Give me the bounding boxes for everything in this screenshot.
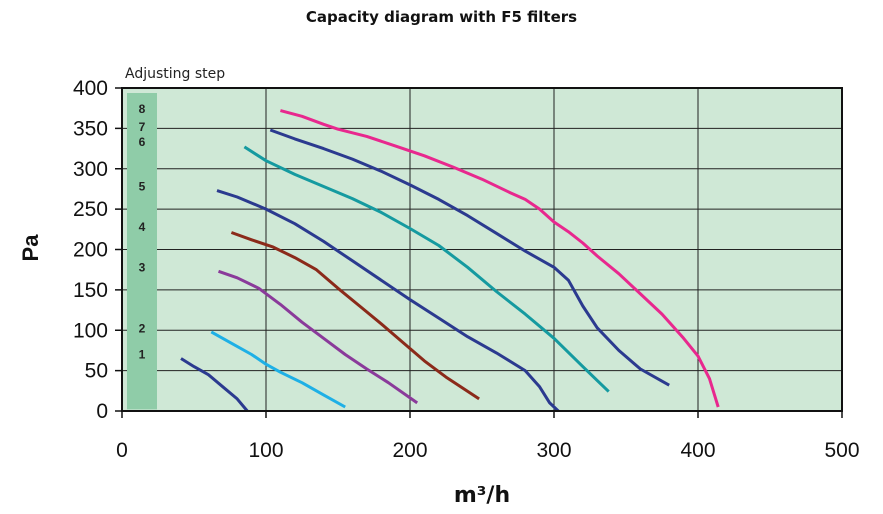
series-line-7 — [269, 128, 670, 387]
series-line-2 — [210, 330, 346, 409]
series-line-6 — [243, 145, 610, 393]
grid-lines — [122, 88, 842, 411]
adjusting-step-label: 1 — [139, 347, 146, 361]
adjusting-step-label: 8 — [139, 102, 146, 116]
y-tick-label: 100 — [73, 319, 108, 342]
x-tick-label: 200 — [392, 439, 427, 462]
adjusting-step-label: 3 — [139, 260, 146, 274]
axes: 0 50 100 150 200 250 300 350 400 0 100 200 300 400 500 — [73, 77, 860, 462]
x-axis-title: m³/h — [454, 483, 510, 508]
series-line-5 — [216, 189, 560, 413]
x-tick-label: 100 — [248, 439, 283, 462]
series-line-1 — [180, 357, 249, 412]
y-tick-label: 300 — [73, 158, 108, 181]
adjusting-step-label: 5 — [139, 180, 146, 194]
x-tick-label: 300 — [536, 439, 571, 462]
y-tick-label: 250 — [73, 198, 108, 221]
y-tick-label: 400 — [73, 77, 108, 100]
adjusting-step-label: 2 — [139, 322, 146, 336]
series-line-4 — [230, 231, 480, 401]
x-tick-label: 400 — [680, 439, 715, 462]
chart-title: Capacity diagram with F5 filters — [305, 8, 578, 26]
series-line-3 — [218, 269, 419, 405]
y-tick-label: 0 — [96, 400, 108, 423]
x-tick-label: 500 — [824, 439, 859, 462]
adjusting-step-title: Adjusting step — [125, 66, 225, 82]
series-lines — [180, 109, 720, 413]
adjusting-step-label: 7 — [139, 120, 146, 134]
y-axis-title: Pa — [18, 234, 43, 262]
adjusting-step-labels: 1 2 3 4 5 67 8 — [139, 102, 146, 361]
y-tick-label: 200 — [73, 239, 108, 262]
series-line-8 — [280, 109, 720, 408]
adjusting-step-label: 4 — [139, 220, 146, 234]
x-tick-label: 0 — [116, 439, 128, 462]
adjusting-step-bar — [127, 93, 157, 410]
adjusting-step-label: 6 — [139, 135, 146, 149]
y-tick-label: 50 — [85, 360, 108, 383]
y-tick-label: 150 — [73, 279, 108, 302]
y-tick-label: 350 — [73, 117, 108, 140]
